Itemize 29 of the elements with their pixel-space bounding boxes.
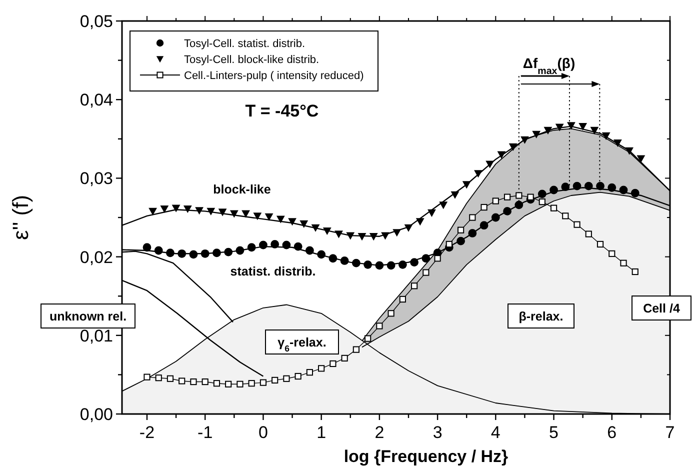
annotation: Cell /4 xyxy=(643,302,680,316)
x-tick-label: 4 xyxy=(490,423,500,442)
y-tick-label: 0,02 xyxy=(80,248,113,267)
y-tick-label: 0,01 xyxy=(80,326,113,346)
y-tick-label: 0,03 xyxy=(80,169,113,188)
x-tick-label: 1 xyxy=(316,423,326,442)
annotation: T = -45°C xyxy=(245,102,319,120)
y-tick-label: 0,04 xyxy=(80,90,113,110)
annotation: Δf$_{max}$(β) xyxy=(522,54,576,76)
x-tick-label: 3 xyxy=(432,423,442,442)
x-tick-label: 0 xyxy=(258,423,268,442)
annotation: γ$_{6}$-relax. xyxy=(278,336,326,354)
legend-label: Tosyl-Cell. block-like distrib. xyxy=(184,54,320,66)
x-tick-label: -1 xyxy=(198,423,213,442)
annotation: unknown rel. xyxy=(49,310,127,324)
annotation: β-relax. xyxy=(518,310,564,324)
x-tick-label: 6 xyxy=(607,423,617,442)
x-tick-label: -2 xyxy=(139,423,155,442)
legend-label: Tosyl-Cell. statist. distrib. xyxy=(184,38,306,50)
x-axis-title: log {Frequency / Hz} xyxy=(344,447,509,466)
annotation: block-like xyxy=(213,182,271,196)
x-tick-label: 7 xyxy=(665,423,675,442)
y-tick-label: 0,00 xyxy=(80,405,113,424)
legend-label: Cell.-Linters-pulp ( intensity reduced) xyxy=(184,70,364,82)
x-tick-label: 2 xyxy=(374,423,384,442)
annotation: statist. distrib. xyxy=(230,264,316,278)
y-axis-title: ε'' (f) xyxy=(8,194,33,240)
x-tick-label: 5 xyxy=(549,423,559,442)
y-tick-label: 0,05 xyxy=(80,12,113,31)
